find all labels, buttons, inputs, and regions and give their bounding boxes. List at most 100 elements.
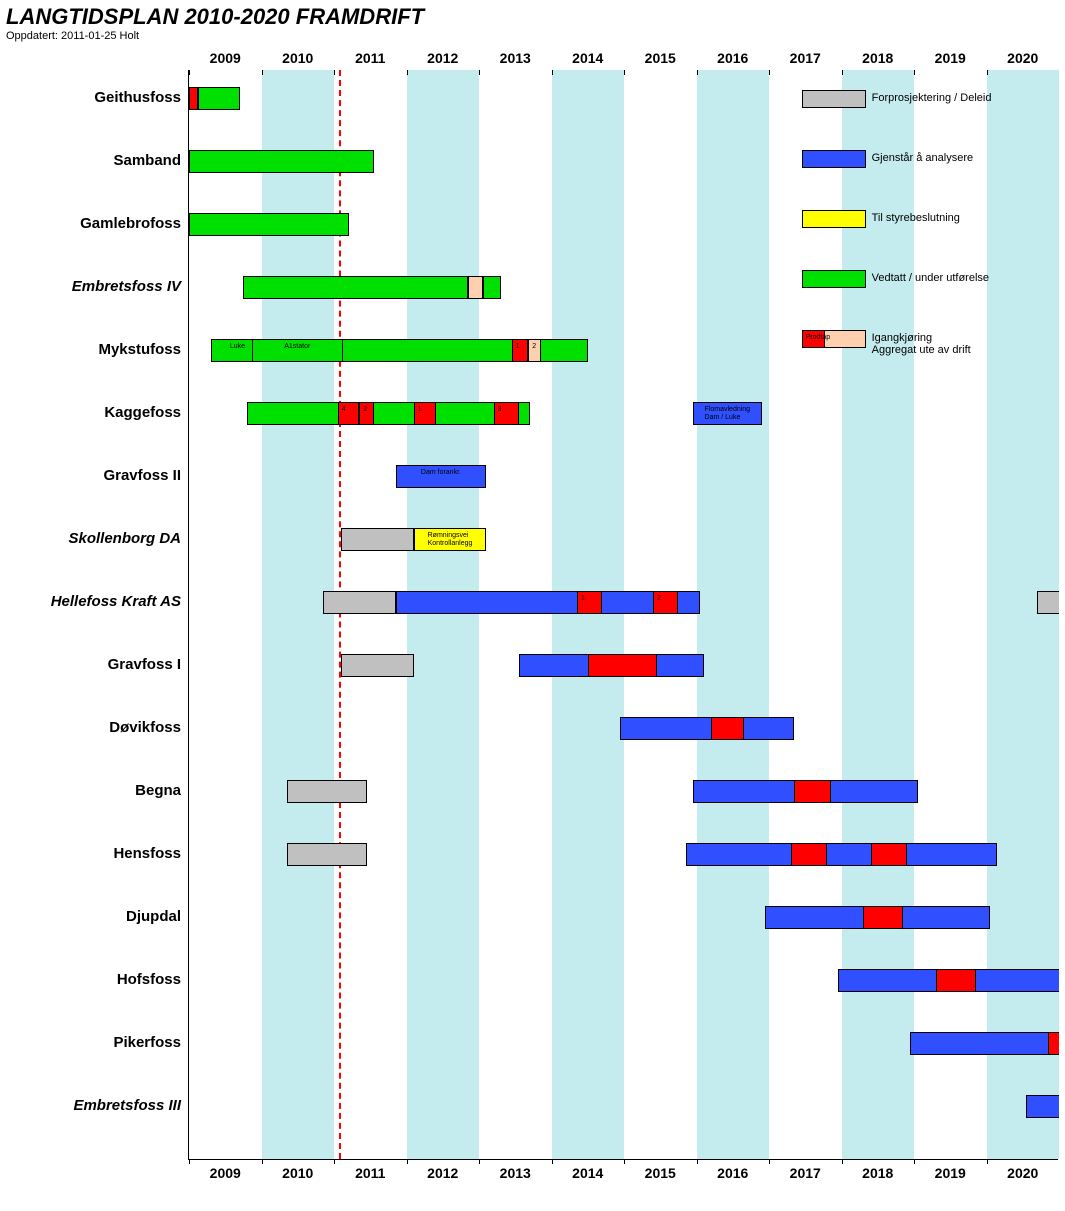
gantt-bar <box>686 843 998 866</box>
axis-tick <box>189 70 190 75</box>
gantt-bar <box>794 780 830 803</box>
axis-tick <box>697 70 698 75</box>
year-label-top: 2015 <box>624 50 696 66</box>
chart-subtitle: Oppdatert: 2011-01-25 Holt <box>6 30 139 42</box>
row-label: Mykstufoss <box>1 341 181 358</box>
row-label: Kaggefoss <box>1 404 181 421</box>
gantt-bar <box>189 213 349 236</box>
gantt-bar: Dam forankr. <box>396 465 487 488</box>
year-label-bottom: 2014 <box>552 1165 624 1181</box>
legend-label: Til styrebeslutning <box>872 212 960 224</box>
axis-tick <box>914 70 915 75</box>
gantt-bar <box>620 717 794 740</box>
axis-tick <box>697 1159 698 1164</box>
gantt-bar <box>189 150 374 173</box>
gantt-bar <box>468 276 483 299</box>
legend-swatch: Prodtap <box>802 330 866 348</box>
year-label-top: 2016 <box>697 50 769 66</box>
axis-tick <box>262 70 263 75</box>
year-label-bottom: 2020 <box>987 1165 1059 1181</box>
year-label-top: 2013 <box>479 50 551 66</box>
bar-inner-label: Luke <box>230 343 245 351</box>
row-label: Embretsfoss III <box>1 1097 181 1114</box>
gantt-chart: LANGTIDSPLAN 2010-2020 FRAMDRIFT Oppdate… <box>0 0 1065 1211</box>
year-label-top: 2018 <box>842 50 914 66</box>
bar-inner-label: A1stator <box>284 343 310 351</box>
legend-label: Vedtatt / under utførelse <box>872 272 989 284</box>
axis-tick <box>624 70 625 75</box>
row-label: Samband <box>1 152 181 169</box>
bar-label: 1 <box>418 406 422 414</box>
year-label-bottom: 2018 <box>842 1165 914 1181</box>
gantt-bar: 1 <box>414 402 436 425</box>
axis-tick <box>842 1159 843 1164</box>
gantt-bar <box>791 843 827 866</box>
gantt-bar: FlomavledningDam / Luke <box>693 402 762 425</box>
gantt-bar: 4 <box>338 402 360 425</box>
year-band <box>552 70 625 1159</box>
gantt-bar <box>287 780 367 803</box>
bar-label: 2 <box>657 595 661 603</box>
gantt-bar <box>189 87 198 110</box>
row-label: Pikerfoss <box>1 1034 181 1051</box>
year-label-bottom: 2010 <box>262 1165 334 1181</box>
axis-tick <box>407 1159 408 1164</box>
bar-label: 3 <box>498 406 502 414</box>
row-label: Begna <box>1 782 181 799</box>
legend-red-prefix: Prodtap <box>803 331 825 347</box>
year-label-top: 2010 <box>262 50 334 66</box>
row-label: Hellefoss Kraft AS <box>1 593 181 610</box>
axis-tick <box>987 1159 988 1164</box>
axis-tick <box>262 1159 263 1164</box>
gantt-bar <box>483 276 501 299</box>
gantt-bar <box>1026 1095 1059 1118</box>
bar-label: FlomavledningDam / Luke <box>705 406 751 422</box>
bar-label: 2 <box>363 406 367 414</box>
row-label: Gamlebrofoss <box>1 215 181 232</box>
row-label: Døvikfoss <box>1 719 181 736</box>
axis-tick <box>407 70 408 75</box>
year-label-top: 2017 <box>769 50 841 66</box>
year-label-bottom: 2011 <box>334 1165 406 1181</box>
row-label: Gravfoss I <box>1 656 181 673</box>
bar-label: RømningsveiKontrollanlegg <box>428 532 473 548</box>
gantt-bar <box>863 906 903 929</box>
year-label-top: 2011 <box>334 50 406 66</box>
axis-tick <box>769 70 770 75</box>
year-label-top: 2009 <box>189 50 261 66</box>
year-label-bottom: 2019 <box>914 1165 986 1181</box>
year-band <box>842 70 915 1159</box>
gantt-bar: 2 <box>528 339 540 362</box>
bar-label: Dam forankr. <box>421 469 461 477</box>
row-label: Embretsfoss IV <box>1 278 181 295</box>
gantt-bar <box>341 528 414 551</box>
legend-red-label: Prodtap <box>806 334 831 342</box>
axis-tick <box>769 1159 770 1164</box>
gantt-bar <box>871 843 907 866</box>
axis-tick <box>552 1159 553 1164</box>
legend-swatch <box>802 90 866 108</box>
bar-label: 1 <box>516 343 520 351</box>
gantt-bar <box>1037 591 1059 614</box>
legend-label: Forprosjektering / Deleid <box>872 92 992 104</box>
axis-tick <box>189 1159 190 1164</box>
gantt-bar <box>341 654 414 677</box>
row-label: Gravfoss II <box>1 467 181 484</box>
year-band <box>407 70 480 1159</box>
gantt-bar: 3 <box>494 402 519 425</box>
year-label-bottom: 2012 <box>407 1165 479 1181</box>
year-label-top: 2020 <box>987 50 1059 66</box>
gantt-bar: 1 <box>512 339 529 362</box>
axis-tick <box>987 70 988 75</box>
gantt-bar <box>910 1032 1059 1055</box>
gantt-bar <box>198 87 239 110</box>
legend-label: Gjenstår å analysere <box>872 152 974 164</box>
gantt-bar <box>1048 1032 1059 1055</box>
year-label-bottom: 2016 <box>697 1165 769 1181</box>
legend-swatch <box>802 150 866 168</box>
chart-title: LANGTIDSPLAN 2010-2020 FRAMDRIFT <box>6 4 424 30</box>
row-label: Skollenborg DA <box>1 530 181 547</box>
chart-plot-area: 2009200920102010201120112012201220132013… <box>188 70 1058 1160</box>
row-label: Hofsfoss <box>1 971 181 988</box>
year-band <box>697 70 770 1159</box>
